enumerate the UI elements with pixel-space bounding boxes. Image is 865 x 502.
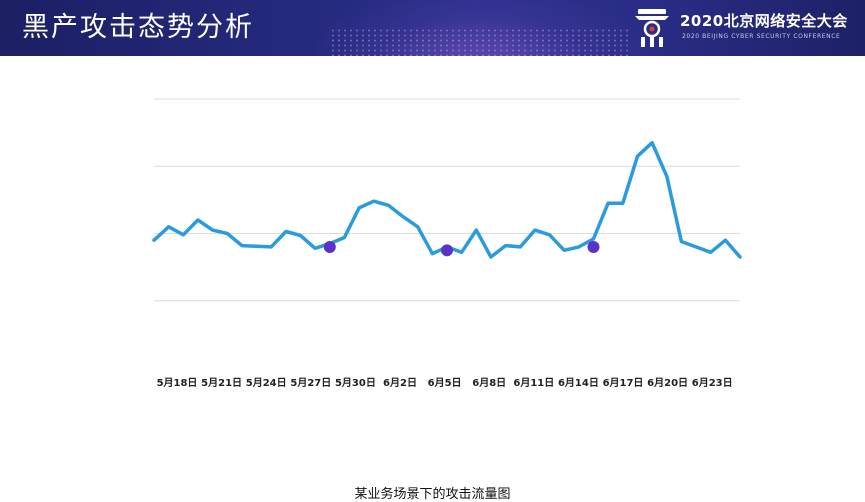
conference-branding: 2020北京网络安全大会 2020 BEIJING CYBER SECURITY…	[632, 6, 857, 50]
x-tick-label: 5月21日	[201, 377, 242, 389]
attack-traffic-chart: 5月18日 5月21日 5月24日 5月27日 5月30日 6月2日 6月5日 6月8日 6月1…	[0, 56, 865, 502]
data-point-marker	[441, 244, 453, 257]
data-point-marker	[323, 240, 336, 253]
x-tick-label: 6月11日	[513, 377, 554, 389]
x-tick-label: 6月8日	[472, 377, 506, 389]
conference-logo-icon	[635, 9, 669, 47]
chart-title: 某业务场景下的攻击流量图	[354, 487, 511, 502]
series-line	[152, 140, 742, 259]
x-tick-label: 6月14日	[558, 377, 599, 389]
x-tick-label: 6月5日	[428, 377, 462, 389]
header-glow	[300, 0, 660, 56]
line-chart-svg: 5月18日 5月21日 5月24日 5月27日 5月30日 6月2日 6月5日 6月8日 6月1…	[152, 98, 742, 389]
x-tick-label: 6月20日	[647, 377, 688, 389]
header-dot-pattern	[330, 28, 630, 56]
x-tick-label: 6月23日	[692, 377, 733, 389]
x-tick-label: 5月18日	[157, 377, 198, 389]
x-tick-label: 5月30日	[335, 377, 376, 389]
conference-subtitle: 2020 BEIJING CYBER SECURITY CONFERENCE	[682, 33, 841, 40]
conference-name: 2020北京网络安全大会	[680, 12, 848, 30]
page-title: 黑产攻击态势分析	[22, 12, 254, 43]
header-banner: 黑产攻击态势分析 2020北京网络安全大会 2020 BEIJING CYBER…	[0, 0, 865, 56]
x-tick-label: 5月27日	[290, 377, 331, 389]
x-tick-label: 6月17日	[603, 377, 644, 389]
x-tick-label: 5月24日	[246, 377, 287, 389]
data-point-marker	[587, 240, 600, 253]
x-tick-label: 6月2日	[383, 377, 417, 389]
